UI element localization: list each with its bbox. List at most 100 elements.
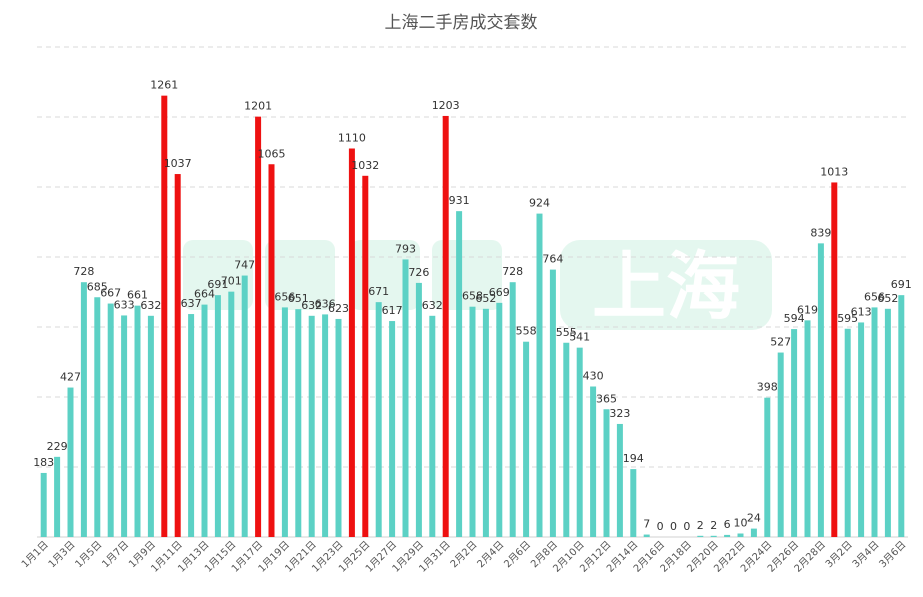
data-label-1月14日: 691 <box>207 278 228 291</box>
data-label-1月25日: 1032 <box>351 159 379 172</box>
data-label-1月2日: 229 <box>47 440 68 453</box>
watermark-badge <box>560 240 772 330</box>
data-label-2月19日: 2 <box>697 519 704 532</box>
x-tick-2月6日: 2月6日 <box>502 539 534 571</box>
x-tick-labels: 1月1日1月3日1月5日1月7日1月9日1月11日1月13日1月15日1月17日… <box>19 539 908 575</box>
data-label-2月14日: 194 <box>623 452 644 465</box>
x-tick-3月6日: 3月6日 <box>877 539 909 571</box>
data-label-1月29日: 726 <box>408 266 429 279</box>
bar-2月14日 <box>630 469 637 537</box>
data-label-2月1日: 931 <box>449 194 470 207</box>
x-tick-2月4日: 2月4日 <box>475 539 507 571</box>
data-label-1月5日: 685 <box>87 280 108 293</box>
bar-2月22日 <box>737 533 744 537</box>
bar-2月15日 <box>643 534 650 537</box>
bar-2月20日 <box>710 535 717 537</box>
bar-1月17日 <box>255 116 262 538</box>
bar-3月1日 <box>831 182 838 537</box>
data-label-1月11日: 1037 <box>164 157 192 170</box>
x-tick-1月1日: 1月1日 <box>19 539 51 571</box>
bar-1月20日 <box>295 309 302 537</box>
chart-title: 上海二手房成交套数 <box>385 13 538 33</box>
data-label-3月1日: 1013 <box>820 165 848 178</box>
bar-1月29日 <box>415 282 422 537</box>
data-label-2月8日: 764 <box>542 253 563 266</box>
data-label-2月10日: 541 <box>569 331 590 344</box>
data-label-2月13日: 323 <box>609 407 630 420</box>
data-label-2月11日: 430 <box>583 370 604 383</box>
data-label-1月6日: 667 <box>100 287 121 300</box>
bar-1月12日 <box>188 314 195 537</box>
bar-1月6日 <box>107 303 114 537</box>
data-label-2月12日: 365 <box>596 392 617 405</box>
bar-1月25日 <box>362 175 369 538</box>
data-label-2月16日: 0 <box>657 520 664 533</box>
bar-3月5日 <box>884 308 891 537</box>
data-label-2月6日: 558 <box>516 325 537 338</box>
x-tick-3月4日: 3月4日 <box>850 539 882 571</box>
bar-2月27日 <box>804 320 811 537</box>
data-label-3月3日: 613 <box>851 305 872 318</box>
data-label-1月19日: 656 <box>274 290 295 303</box>
bar-1月8日 <box>134 305 141 537</box>
data-label-2月27日: 619 <box>797 303 818 316</box>
data-label-1月8日: 661 <box>127 289 148 302</box>
data-label-1月13日: 664 <box>194 288 215 301</box>
data-label-1月20日: 651 <box>288 292 309 305</box>
bar-1月24日 <box>348 148 355 537</box>
bar-1月19日 <box>281 307 288 537</box>
bar-3月6日 <box>898 295 905 537</box>
bar-3月4日 <box>871 307 878 537</box>
data-label-2月26日: 594 <box>784 312 805 325</box>
data-label-1月28日: 793 <box>395 242 416 255</box>
bar-1月22日 <box>322 314 329 537</box>
data-label-1月26日: 671 <box>368 285 389 298</box>
bar-2月19日 <box>697 535 704 537</box>
bar-1月18日 <box>268 164 275 537</box>
bar-2月4日 <box>496 302 503 537</box>
x-tick-1月7日: 1月7日 <box>100 539 132 571</box>
bar-1月15日 <box>228 291 235 537</box>
bar-2月12日 <box>603 409 610 537</box>
data-label-1月22日: 636 <box>315 297 336 310</box>
data-label-1月30日: 632 <box>422 299 443 312</box>
bars <box>40 95 905 538</box>
x-tick-1月5日: 1月5日 <box>73 539 105 571</box>
data-label-2月9日: 555 <box>556 326 577 339</box>
data-label-1月1日: 183 <box>33 456 54 469</box>
data-label-1月27日: 617 <box>382 304 403 317</box>
bar-2月23日 <box>750 528 757 537</box>
bar-1月1日 <box>40 472 47 537</box>
bar-1月26日 <box>375 302 382 537</box>
bar-1月14日 <box>214 295 221 537</box>
data-label-3月5日: 652 <box>877 292 898 305</box>
data-labels: 1832294277286856676336616321261103763766… <box>33 79 912 533</box>
bar-3月3日 <box>858 322 865 537</box>
data-label-2月7日: 924 <box>529 197 550 210</box>
bar-2月9日 <box>563 342 570 537</box>
bar-2月13日 <box>616 423 623 537</box>
data-label-2月28日: 839 <box>810 226 831 239</box>
data-label-1月31日: 1203 <box>432 99 460 112</box>
data-label-2月5日: 728 <box>502 265 523 278</box>
watermark-icon-block-4 <box>432 240 502 310</box>
data-label-1月7日: 633 <box>114 298 135 311</box>
data-label-1月4日: 728 <box>73 265 94 278</box>
data-label-1月16日: 747 <box>234 259 255 272</box>
bar-2月25日 <box>777 352 784 537</box>
data-label-3月2日: 595 <box>837 312 858 325</box>
bar-1月30日 <box>429 315 436 537</box>
bar-2月6日 <box>523 341 530 537</box>
data-label-2月3日: 652 <box>475 292 496 305</box>
bar-1月4日 <box>80 282 87 537</box>
data-label-1月23日: 623 <box>328 302 349 315</box>
data-label-2月25日: 527 <box>770 336 791 349</box>
x-tick-3月2日: 3月2日 <box>823 539 855 571</box>
data-label-3月4日: 656 <box>864 290 885 303</box>
x-tick-2月2日: 2月2日 <box>448 539 480 571</box>
bar-2月8日 <box>549 269 556 537</box>
bar-2月26日 <box>791 329 798 537</box>
bar-2月2日 <box>469 306 476 537</box>
bar-2月1日 <box>456 211 463 537</box>
